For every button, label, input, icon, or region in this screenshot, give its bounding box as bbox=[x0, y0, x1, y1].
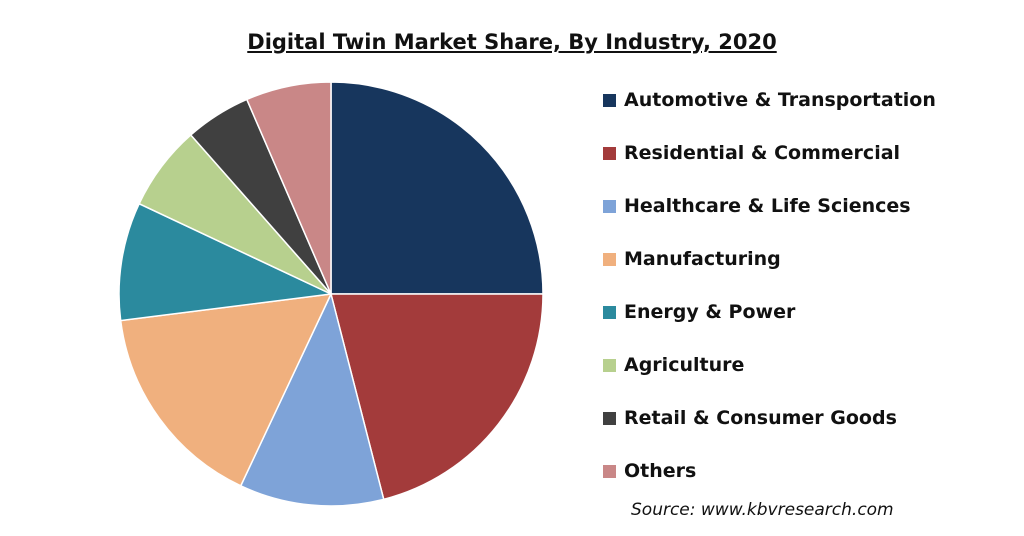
legend-swatch bbox=[603, 359, 616, 372]
legend-swatch bbox=[603, 94, 616, 107]
pie-slice-others bbox=[245, 81, 332, 295]
legend-label: Agriculture bbox=[624, 354, 745, 376]
legend-label: Others bbox=[624, 460, 697, 482]
legend-swatch bbox=[603, 200, 616, 213]
chart-title: Digital Twin Market Share, By Industry, … bbox=[247, 30, 777, 54]
legend-swatch bbox=[603, 253, 616, 266]
legend-swatch bbox=[603, 412, 616, 425]
legend-swatch bbox=[603, 306, 616, 319]
legend-label: Retail & Consumer Goods bbox=[624, 407, 897, 429]
pie-slice-automotive-transportation bbox=[330, 81, 544, 295]
pie-slice-manufacturing bbox=[119, 293, 333, 487]
legend-label: Energy & Power bbox=[624, 301, 796, 323]
pie-slice-energy-power bbox=[118, 202, 334, 322]
source-note: Source: www.kbvresearch.com bbox=[631, 500, 894, 520]
legend-label: Healthcare & Life Sciences bbox=[624, 195, 911, 217]
pie-slice-residential-commercial bbox=[330, 293, 544, 501]
legend-label: Residential & Commercial bbox=[624, 142, 901, 164]
legend-swatch bbox=[603, 147, 616, 160]
legend-label: Manufacturing bbox=[624, 248, 781, 270]
pie-slice-healthcare-life-sciences bbox=[239, 291, 385, 507]
legend-swatch bbox=[603, 465, 616, 478]
legend-label: Automotive & Transportation bbox=[624, 89, 936, 111]
